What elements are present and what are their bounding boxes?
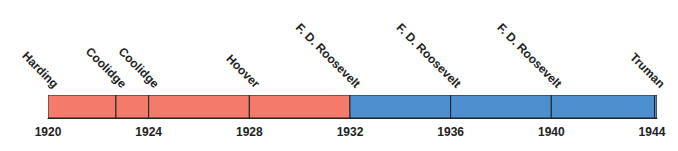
- svg-text:F. D. Roosevelt: F. D. Roosevelt: [293, 21, 363, 91]
- svg-text:F. D. Roosevelt: F. D. Roosevelt: [394, 21, 464, 91]
- svg-text:1924: 1924: [135, 125, 162, 139]
- svg-text:Harding: Harding: [19, 49, 61, 91]
- svg-text:1936: 1936: [437, 125, 464, 139]
- svg-text:1920: 1920: [35, 125, 62, 139]
- svg-text:F. D. Roosevelt: F. D. Roosevelt: [494, 21, 564, 91]
- svg-text:Truman: Truman: [627, 50, 668, 91]
- svg-text:Coolidge: Coolidge: [116, 45, 162, 91]
- svg-text:1944: 1944: [639, 125, 666, 139]
- svg-text:1928: 1928: [236, 125, 263, 139]
- svg-text:1932: 1932: [337, 125, 364, 139]
- svg-text:1940: 1940: [538, 125, 565, 139]
- svg-text:Coolidge: Coolidge: [83, 44, 130, 91]
- svg-text:Hoover: Hoover: [223, 52, 262, 91]
